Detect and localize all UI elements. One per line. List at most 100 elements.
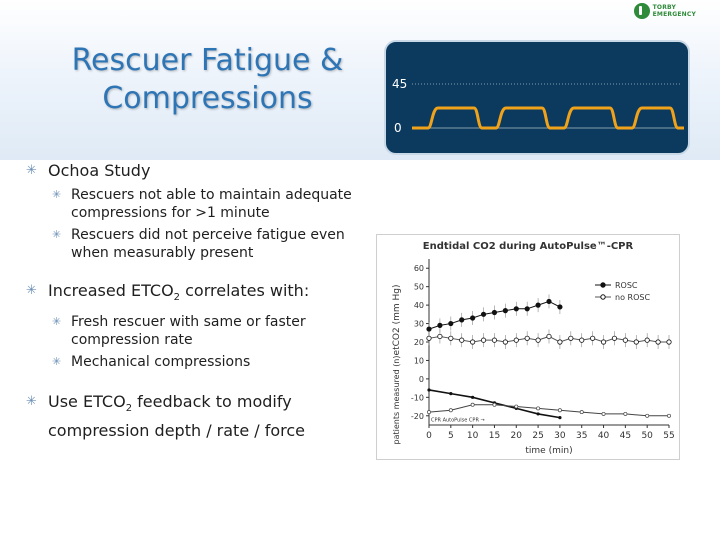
y-tick-label: 0 — [419, 375, 424, 384]
no-rosc-point — [557, 339, 563, 345]
rosc-point — [426, 326, 432, 332]
sub-bullet-marker-icon: ✳ — [52, 355, 62, 369]
patients-no-rosc-point — [470, 402, 475, 407]
chart-annotation: CPR AutoPulse CPR → — [431, 417, 485, 423]
patients-no-rosc-point — [536, 406, 541, 411]
patients-rosc-point — [427, 388, 431, 392]
x-tick-label: 0 — [426, 431, 432, 441]
rosc-point — [513, 306, 519, 312]
y-tick-label: -10 — [411, 393, 424, 402]
bullet-marker-icon: ✳ — [26, 283, 37, 298]
x-tick-label: 35 — [576, 431, 587, 441]
patients-no-rosc-point — [667, 413, 671, 418]
y-tick-label: 20 — [414, 338, 424, 347]
y-tick-label: 10 — [414, 356, 424, 365]
waveform-label-low: 0 — [394, 121, 402, 135]
bullet-marker-icon: ✳ — [26, 394, 37, 410]
patients-no-rosc-point — [601, 411, 606, 416]
rosc-point — [502, 308, 508, 314]
patients-no-rosc-point — [514, 404, 519, 409]
rosc-point — [524, 306, 530, 312]
patients-no-rosc-point — [623, 411, 628, 416]
rosc-point — [491, 309, 498, 316]
patients-no-rosc-point — [645, 413, 650, 418]
y-tick-label: 50 — [414, 283, 424, 292]
no-rosc-point — [491, 337, 498, 343]
waveform-label-high: 45 — [392, 77, 407, 91]
x-tick-label: 5 — [448, 431, 454, 441]
sub-bullet-text: Mechanical compressions — [71, 354, 251, 371]
logo-text: TORBY EMERGENCY — [652, 4, 696, 18]
no-rosc-point — [535, 337, 541, 343]
capnography-waveform: 45 0 — [392, 77, 684, 135]
no-rosc-point — [622, 337, 628, 343]
sub-bullet-item: ✳ Fresh rescuer with same or faster comp… — [22, 313, 372, 349]
x-tick-label: 45 — [620, 431, 631, 441]
bullet-text: Use ETCO2 feedback to modify compression… — [48, 392, 306, 441]
legend-no-rosc-label: no ROSC — [615, 293, 650, 302]
logo: TORBY EMERGENCY — [634, 2, 720, 20]
bullet-marker-icon: ✳ — [26, 163, 37, 178]
patients-no-rosc-point — [557, 408, 562, 413]
legend-rosc-label: ROSC — [615, 281, 638, 290]
patients-rosc-point — [536, 412, 540, 416]
sub-bullet-text: Rescuers did not perceive fatigue even w… — [71, 227, 345, 261]
logo-icon — [634, 3, 650, 19]
chart-title: Endtidal CO2 during AutoPulse™-CPR — [423, 241, 634, 252]
x-tick-label: 10 — [467, 431, 479, 441]
y-axis-label: etCO2 (mm Hg) — [392, 285, 402, 356]
y-tick-label: 30 — [414, 320, 424, 329]
patients-no-rosc-point — [492, 402, 497, 407]
patients-no-rosc-point — [427, 410, 431, 415]
etco2-chart-figure: Endtidal CO2 during AutoPulse™-CPR 60 50 40… — [376, 234, 680, 460]
y-tick-label: 60 — [414, 264, 424, 273]
no-rosc-point — [579, 337, 585, 343]
bullet-list: ✳ Ochoa Study ✳ Rescuers not able to mai… — [22, 160, 372, 446]
x-tick-label: 40 — [598, 431, 610, 441]
bullet-text: Ochoa Study — [48, 161, 151, 180]
no-rosc-point — [426, 335, 432, 341]
no-rosc-point — [644, 337, 650, 343]
no-rosc-point — [633, 339, 639, 345]
legend-rosc-marker — [600, 282, 606, 288]
no-rosc-point — [666, 339, 672, 345]
bullet-item: ✳ Ochoa Study — [22, 160, 372, 182]
no-rosc-point — [513, 337, 519, 343]
sub-bullet-item: ✳ Rescuers not able to maintain adequate… — [22, 186, 372, 222]
bullet-text: Increased ETCO2 correlates with: — [48, 281, 310, 304]
sub-bullet-text: Fresh rescuer with same or faster compre… — [71, 314, 306, 349]
rosc-point — [459, 317, 465, 323]
sub-bullet-marker-icon: ✳ — [52, 315, 62, 329]
no-rosc-point — [655, 339, 661, 345]
sub-bullet-marker-icon: ✳ — [52, 228, 62, 241]
rosc-point — [546, 298, 552, 305]
sub-bullet-marker-icon: ✳ — [52, 188, 62, 201]
y-tick-label: 40 — [414, 301, 424, 310]
y-axis-label-secondary: patients measured (n) — [392, 355, 401, 444]
patients-no-rosc-point — [579, 410, 584, 415]
no-rosc-point — [600, 339, 607, 345]
x-tick-label: 20 — [511, 431, 523, 441]
y-tick-label: -20 — [411, 412, 424, 421]
x-tick-label: 30 — [554, 431, 566, 441]
no-rosc-point — [448, 335, 454, 341]
rosc-point — [448, 320, 454, 327]
no-rosc-point — [470, 339, 476, 345]
no-rosc-point — [568, 335, 574, 341]
sub-bullet-text: Rescuers not able to maintain adequate c… — [71, 187, 352, 221]
slide-title: Rescuer Fatigue & Compressions — [71, 43, 344, 116]
bullet-item: ✳ Increased ETCO2 correlates with: — [22, 280, 372, 309]
x-tick-label: 50 — [641, 431, 653, 441]
no-rosc-point — [459, 337, 465, 343]
x-tick-label: 25 — [532, 431, 543, 441]
no-rosc-point — [502, 339, 508, 345]
no-rosc-point — [611, 335, 618, 341]
patients-no-rosc-line — [428, 404, 669, 417]
sub-bullet-item: ✳ Rescuers did not perceive fatigue even… — [22, 226, 372, 262]
x-tick-label: 55 — [663, 431, 674, 441]
rosc-point — [557, 304, 563, 310]
patients-no-rosc-point — [448, 408, 453, 413]
x-axis-label: time (min) — [525, 446, 572, 456]
no-rosc-point — [546, 333, 552, 340]
etco2-chart: Endtidal CO2 during AutoPulse™-CPR605040… — [392, 241, 675, 456]
